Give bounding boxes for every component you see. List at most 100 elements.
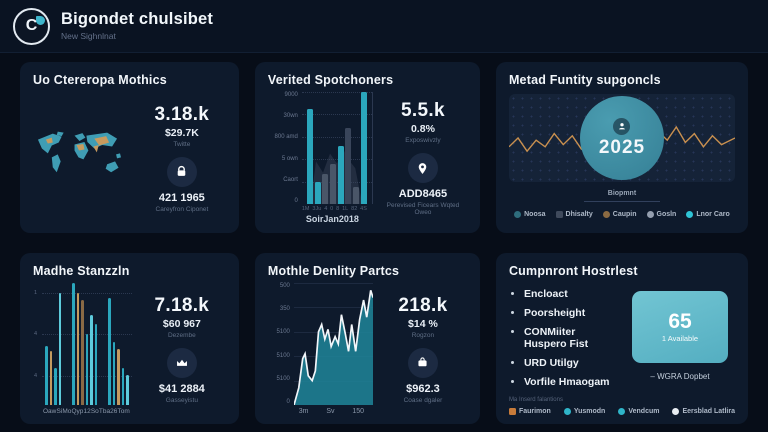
x-axis: Oaw Si Mo Qyp 12 So Tba 26 Tom	[33, 405, 132, 415]
app-subtitle: New Sighnlnat	[61, 30, 116, 41]
stat-label: Dezembe	[167, 331, 196, 339]
legend-item[interactable]: Lnor Caro	[686, 211, 730, 218]
score-column: 65 1 Available – WGRA Dopbet	[625, 283, 735, 390]
legend-swatch-icon	[646, 211, 654, 218]
area-chart: 500 350 5100 5100 5100 0 3m Sv 150	[268, 283, 373, 415]
legend-swatch-icon	[555, 211, 563, 218]
logo-letter: C	[25, 17, 38, 34]
axis-label: Mo	[62, 408, 72, 415]
grouped-bar-series	[42, 283, 132, 405]
stat2-value: ADD8465	[398, 188, 448, 200]
chart-bar	[345, 127, 352, 204]
bars-stats: 5.5.k 0.8% Exposwivzly ADD8465 Perevised…	[379, 92, 467, 224]
chart-bar	[314, 181, 321, 204]
y-axis: 9000 30wn 800 amd 5 own Caort 0	[268, 92, 302, 204]
stat2-label: Coase dgaler	[403, 396, 443, 404]
legend-label: Eersblad Latlira	[682, 408, 735, 415]
chart-bar	[117, 348, 120, 405]
axis-label: 350	[279, 306, 290, 313]
legend-item[interactable]: Dhisalty	[555, 211, 593, 218]
legend-item[interactable]: Eersblad Latlira	[672, 408, 735, 415]
axis-label: 30wn	[283, 113, 298, 120]
axis-label: 5100	[276, 352, 290, 359]
card-title: Madhe Stanzzln	[33, 264, 130, 278]
dashboard-grid: Uo Ctereropa Mothics	[20, 62, 748, 424]
list-content: Encloact Poorsheight CONMiiter Huspero Fis…	[509, 283, 735, 390]
legend-item[interactable]: Vendcum	[618, 408, 659, 415]
axis-label: 8	[336, 206, 340, 212]
grouped-content: 1 4 4 Oaw Si Mo Qyp 12 So Tba 26 Tom 7.18.k $60 …	[33, 283, 226, 415]
geo-stats: 3.18.k $29.7K Twitte 421 1965 Careyfron …	[138, 92, 226, 224]
stat2-label: Gasseyistu	[165, 396, 198, 404]
list-item: Poorsheight	[524, 307, 619, 319]
legend-label: Noosa	[524, 211, 546, 218]
x-axis: 3m Sv 150	[268, 405, 373, 415]
chart-bar	[360, 92, 367, 204]
legend-label: Caupin	[612, 211, 637, 218]
grouped-stats: 7.18.k $60 967 Dezembe $41 2884 Gasseyis…	[138, 283, 226, 415]
briefcase-icon	[407, 347, 438, 378]
chart-bar	[322, 173, 329, 204]
stat2-value: $41 2884	[158, 382, 205, 395]
chart-bar	[76, 292, 80, 405]
card-area-chart: Mothle Denlity Partcs 500 350 5100 5100 5100…	[254, 253, 480, 424]
axis-label: Si	[56, 408, 63, 415]
axis-label: 12	[83, 408, 91, 415]
axis-label: 5100	[276, 375, 290, 382]
logo-accent-icon	[36, 15, 45, 25]
chart-bar	[49, 351, 53, 405]
stat2-value: 421 1965	[158, 191, 205, 204]
card-title: Metad Funtity supgoncls	[508, 73, 661, 87]
stat-value: 218.k	[398, 294, 448, 316]
chart-bar	[72, 283, 75, 405]
bar-series	[302, 92, 372, 204]
chart-bar	[126, 374, 129, 405]
grouped-plot: 1 4 4	[34, 283, 132, 405]
card-geo-metrics: Uo Ctereropa Mothics	[20, 62, 239, 233]
legend-item[interactable]: Gosln	[646, 211, 676, 218]
chart-bar	[108, 297, 111, 405]
card-checklist: Cumpnront Hostrlest Encloact Poorsheight C…	[495, 253, 748, 424]
card-year-gauge: Metad Funtity supgoncls 2025 Biopmnt Noo…	[495, 62, 748, 233]
y-axis: 500 350 5100 5100 5100 0	[268, 283, 294, 405]
score-caption: – WGRA Dopbet	[650, 372, 710, 381]
legend-label: Dhisalty	[565, 211, 593, 218]
axis-label: 4S	[360, 206, 367, 212]
legend-swatch-icon	[618, 408, 626, 415]
legend-swatch-icon	[563, 408, 571, 415]
app-title: Bigondet chulsibet	[61, 10, 214, 29]
legend-label: Lnor Caro	[696, 211, 730, 218]
legend-item[interactable]: Faurimon	[508, 408, 551, 415]
x-axis: Soir Jan 2018	[268, 212, 373, 224]
axis-label: 150	[352, 408, 364, 415]
chart-bar	[58, 292, 62, 405]
axis-label: 9000	[284, 92, 298, 98]
axis-label: 5100	[276, 329, 290, 336]
bar-chart: 9000 30wn 800 amd 5 own Caort 0 1M 3Ju 4 0 8 1L 82 4…	[268, 92, 373, 224]
card-title: Cumpnront Hostrlest	[508, 264, 638, 278]
chart-bar	[306, 108, 313, 204]
legend-item[interactable]: Yusmodn	[563, 408, 605, 415]
world-map	[33, 92, 132, 224]
area-plot	[293, 283, 373, 405]
legend-item[interactable]: Noosa	[514, 211, 546, 218]
geo-content: 3.18.k $29.7K Twitte 421 1965 Careyfron …	[33, 92, 226, 224]
chart-bar	[54, 368, 57, 405]
chart-bar	[90, 314, 93, 405]
score-value: 65	[668, 310, 692, 333]
stat-subvalue: $14 %	[408, 317, 438, 330]
map-pin-icon	[407, 153, 438, 183]
legend-item[interactable]: Caupin	[602, 211, 637, 218]
app-header: C Bigondet chulsibet New Sighnlnat	[0, 0, 768, 53]
stat-label: Twitte	[173, 140, 191, 148]
brand-logo-icon: C	[13, 7, 50, 45]
stat2-value: $962.3	[406, 382, 440, 395]
card-title: Uo Ctereropa Mothics	[33, 73, 167, 87]
legend-label: Vendcum	[628, 408, 660, 415]
score-box: 65 1 Available	[632, 291, 728, 363]
year-value: 2025	[598, 136, 646, 158]
stat-label: Exposwivzly	[405, 137, 441, 144]
axis-label: 26	[110, 408, 118, 415]
axis-label: Jan	[323, 214, 339, 224]
chart-bar	[94, 324, 98, 405]
